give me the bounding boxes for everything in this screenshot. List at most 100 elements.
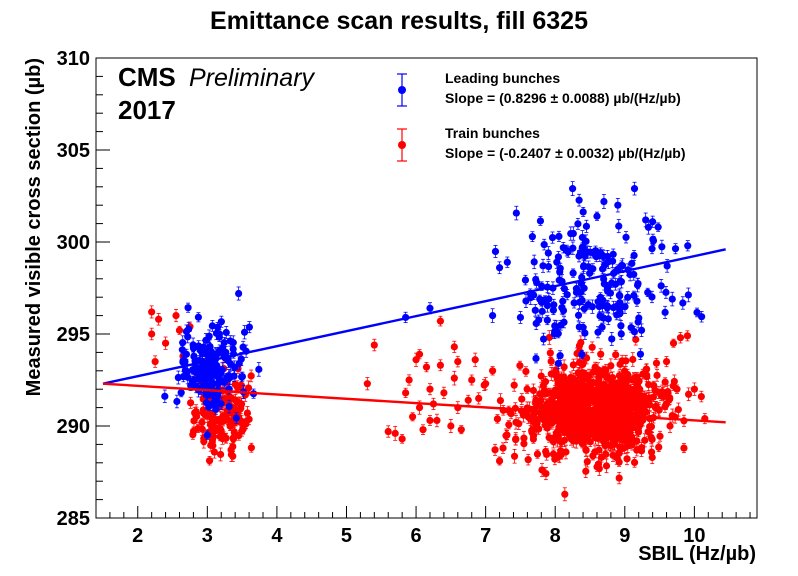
data-point-leading (545, 260, 553, 273)
data-point-train (208, 437, 216, 447)
data-point-leading (663, 259, 671, 273)
data-point-leading (615, 288, 623, 302)
data-point-train (541, 376, 550, 388)
data-point-leading (522, 293, 530, 308)
data-point-leading (182, 348, 191, 360)
data-point-leading (593, 211, 601, 221)
year-label: 2017 (118, 95, 176, 125)
data-point-leading (648, 243, 656, 255)
data-point-leading (615, 219, 623, 234)
data-point-train (576, 398, 584, 410)
data-point-leading (580, 304, 588, 314)
y-tick-label: 285 (57, 508, 90, 530)
data-point-leading (614, 198, 622, 213)
data-point-train (591, 365, 599, 375)
data-point-train (617, 400, 626, 411)
data-point-train (630, 387, 638, 399)
data-point-train (574, 384, 582, 397)
plot-frame (95, 57, 758, 519)
data-point-train (619, 372, 627, 386)
data-point-train (533, 420, 541, 433)
data-point-leading (199, 367, 207, 380)
data-point-train (623, 433, 631, 444)
data-point-leading (579, 322, 587, 333)
data-point-train (576, 431, 584, 444)
data-point-train (148, 327, 156, 341)
data-point-train (151, 355, 159, 368)
data-point-leading (208, 320, 216, 332)
data-point-train (676, 331, 685, 344)
data-point-leading (548, 231, 557, 244)
data-point-train (653, 369, 661, 382)
data-point-leading (684, 287, 692, 303)
data-point-train (619, 387, 627, 398)
data-point-leading (563, 289, 571, 301)
data-point-train (643, 363, 651, 375)
data-point-train (562, 384, 570, 395)
experiment-label: CMS (118, 62, 176, 92)
data-point-train (433, 413, 441, 428)
data-point-leading (491, 245, 500, 258)
data-point-train (669, 338, 678, 348)
legend-label-train: Train bunches (445, 125, 540, 141)
data-point-train (450, 370, 458, 386)
data-point-train (447, 418, 455, 434)
data-point-train (662, 356, 671, 368)
data-point-train (148, 305, 156, 319)
data-point-train (594, 427, 602, 442)
data-point-train (542, 467, 550, 481)
data-point-train (155, 313, 163, 326)
data-point-leading (536, 294, 544, 304)
data-point-train (548, 416, 556, 428)
data-point-train (596, 385, 604, 396)
data-point-leading (633, 277, 642, 293)
data-point-train (652, 401, 660, 412)
data-point-train (415, 400, 424, 415)
data-point-train (560, 433, 569, 447)
data-point-train (529, 430, 538, 442)
data-point-leading (555, 230, 563, 242)
data-point-train (683, 330, 692, 342)
data-point-train (402, 387, 410, 398)
data-point-train (243, 406, 252, 420)
data-point-train (661, 400, 669, 413)
y-tick-label: 290 (57, 416, 90, 438)
data-point-train (615, 430, 623, 446)
data-point-train (647, 420, 656, 433)
data-point-train (615, 448, 623, 459)
data-point-train (607, 358, 615, 374)
data-point-train (217, 447, 225, 462)
data-point-train (510, 378, 518, 392)
data-point-leading (255, 362, 263, 377)
data-point-train (588, 341, 596, 354)
fit-line-leading (102, 248, 726, 385)
data-point-leading (521, 274, 530, 286)
data-point-leading (630, 250, 638, 261)
data-point-train (651, 385, 659, 395)
data-point-train (247, 369, 255, 383)
data-point-train (405, 374, 413, 386)
data-point-leading (630, 181, 639, 196)
data-point-leading (616, 276, 624, 286)
data-point-train (239, 423, 247, 435)
legend: Leading bunches Slope = (0.8296 ± 0.0088… (397, 70, 686, 162)
data-point-train (547, 367, 555, 381)
data-point-leading (185, 321, 193, 337)
x-tick-label: 9 (619, 525, 630, 547)
data-point-train (515, 417, 523, 430)
data-point-leading (657, 279, 665, 293)
data-point-train (673, 384, 681, 394)
data-point-leading (661, 305, 669, 319)
data-point-leading (559, 305, 568, 316)
data-point-train (510, 449, 519, 464)
data-point-train (205, 455, 214, 466)
data-point-train (505, 420, 513, 430)
data-point-leading (582, 219, 591, 233)
data-point-train (571, 432, 579, 444)
data-point-leading (206, 367, 214, 382)
data-point-leading (575, 193, 583, 207)
data-point-train (549, 449, 558, 459)
data-point-train (520, 431, 528, 446)
data-point-train (247, 442, 255, 453)
y-tick-label: 295 (57, 324, 90, 346)
